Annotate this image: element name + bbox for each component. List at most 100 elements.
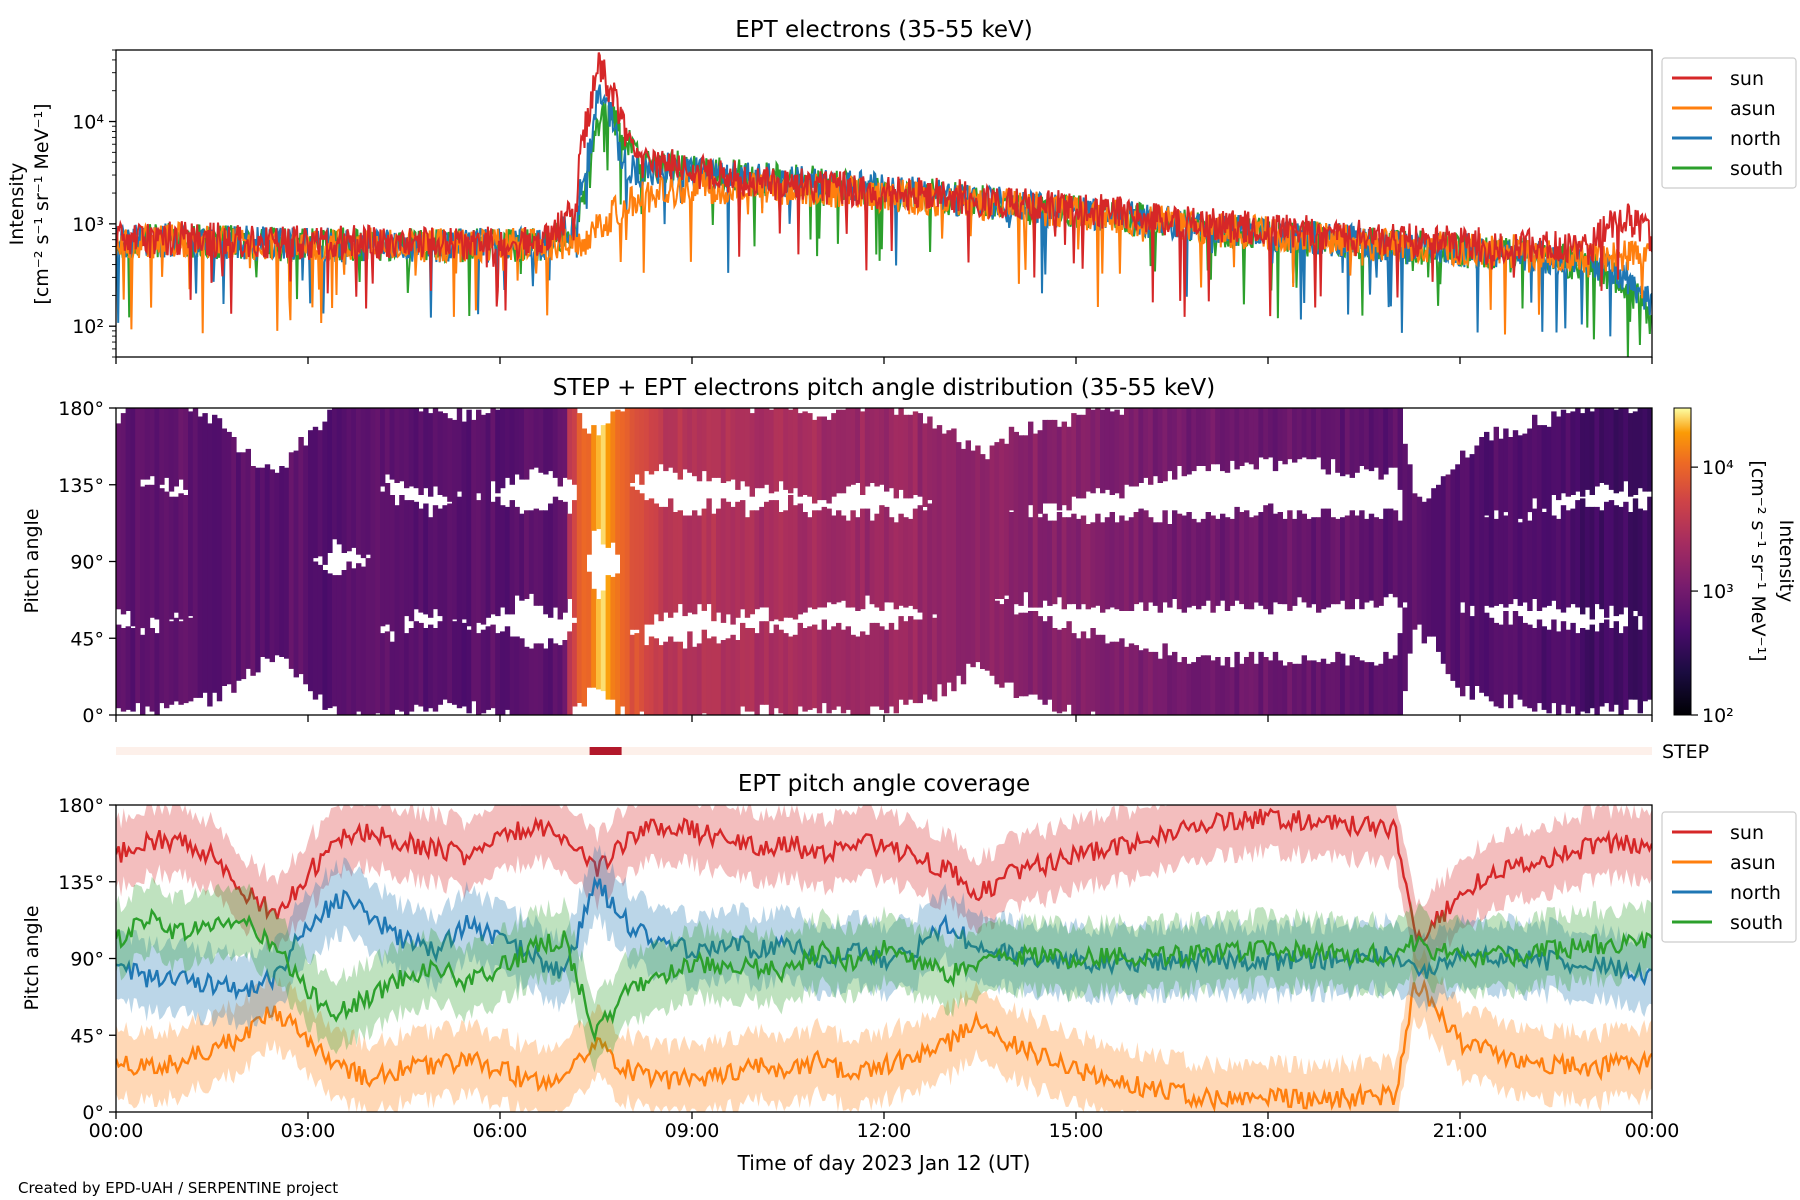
heatmap-cell bbox=[596, 599, 602, 690]
x-tick-label: 06:00 bbox=[473, 1120, 528, 1142]
heatmap-cell bbox=[509, 636, 515, 715]
heatmap-cell bbox=[922, 423, 928, 507]
heatmap-cell bbox=[1071, 633, 1077, 715]
heatmap-cell bbox=[1253, 408, 1259, 470]
heatmap-cell bbox=[768, 409, 775, 494]
heatmap-cell bbox=[1114, 522, 1120, 610]
heatmap-cell bbox=[1263, 657, 1269, 715]
heatmap-cell bbox=[730, 408, 736, 480]
heatmap-cell bbox=[1594, 506, 1600, 605]
heatmap-cell bbox=[927, 503, 933, 700]
heatmap-cell bbox=[1392, 408, 1399, 468]
heatmap-cell bbox=[1503, 611, 1509, 695]
heatmap-cell bbox=[1608, 628, 1615, 712]
heatmap-cell bbox=[932, 617, 938, 702]
heatmap-cell bbox=[749, 413, 755, 497]
intensity-line-sun bbox=[116, 52, 1652, 317]
heatmap-cell bbox=[720, 640, 727, 715]
heatmap-cell bbox=[1536, 425, 1543, 611]
heatmap-cell bbox=[754, 633, 760, 715]
heatmap-cell bbox=[1570, 622, 1576, 707]
heatmap-cell bbox=[1239, 512, 1245, 605]
heatmap-cell bbox=[888, 517, 895, 603]
heatmap-cell bbox=[653, 503, 659, 615]
heatmap-cell bbox=[264, 464, 271, 659]
heatmap-cell bbox=[1373, 408, 1379, 468]
heatmap-cell bbox=[519, 408, 525, 480]
heatmap-cell bbox=[1095, 634, 1101, 715]
heatmap-cell bbox=[519, 638, 525, 715]
heatmap-cell bbox=[682, 648, 688, 715]
heatmap-cell bbox=[1282, 665, 1288, 715]
heatmap-cell bbox=[1508, 624, 1514, 709]
panel1-yunit: [cm⁻² s⁻¹ sr⁻¹ MeV⁻¹] bbox=[31, 103, 53, 304]
heatmap-cell bbox=[500, 408, 506, 489]
x-tick-label: 12:00 bbox=[857, 1120, 912, 1142]
heatmap-cell bbox=[1383, 508, 1389, 598]
heatmap-cell bbox=[663, 408, 669, 472]
heatmap-cell bbox=[485, 626, 491, 710]
heatmap-cell bbox=[1349, 510, 1355, 610]
heatmap-cell bbox=[1133, 645, 1139, 715]
heatmap-cell bbox=[173, 617, 179, 702]
heatmap-cell bbox=[836, 622, 842, 707]
heatmap-cell bbox=[706, 638, 712, 715]
heatmap-cell bbox=[692, 646, 698, 715]
heatmap-cell bbox=[927, 416, 933, 501]
heatmap-cell bbox=[1311, 517, 1317, 605]
heatmap-cell bbox=[399, 408, 405, 482]
heatmap-cell bbox=[1316, 408, 1322, 458]
heatmap-cell bbox=[495, 409, 501, 494]
heatmap-cell bbox=[893, 629, 899, 714]
heatmap-cell bbox=[423, 503, 429, 615]
heatmap-cell bbox=[1464, 457, 1471, 686]
heatmap-cell bbox=[1512, 430, 1519, 600]
coverage-line-asun bbox=[116, 978, 1652, 1112]
heatmap-cell bbox=[1066, 426, 1072, 511]
heatmap-cell bbox=[399, 495, 405, 712]
heatmap-cell bbox=[1421, 501, 1427, 644]
heatmap-cell bbox=[1599, 622, 1605, 707]
heatmap-cell bbox=[1546, 426, 1552, 606]
heatmap-cell bbox=[1426, 498, 1432, 637]
coverage-band-north bbox=[116, 844, 1652, 1031]
heatmap-cell bbox=[668, 636, 674, 715]
heatmap-cell bbox=[394, 505, 400, 710]
heatmap-cell bbox=[917, 619, 923, 704]
heatmap-cell bbox=[1541, 512, 1547, 608]
panel1-legend-box bbox=[1661, 57, 1797, 189]
heatmap-cell bbox=[1095, 513, 1101, 606]
heatmap-cell bbox=[1584, 408, 1591, 490]
heatmap-cell bbox=[850, 510, 856, 608]
heatmap-cell bbox=[1484, 431, 1490, 516]
heatmap-cell bbox=[1176, 662, 1183, 715]
heatmap-cell bbox=[629, 486, 635, 630]
heatmap-cell bbox=[644, 645, 650, 715]
heatmap-cell bbox=[1392, 510, 1399, 598]
heatmap-cell bbox=[125, 626, 131, 710]
heatmap-cell bbox=[1056, 629, 1063, 714]
heatmap-cell bbox=[384, 483, 391, 625]
heatmap-cell bbox=[1032, 611, 1039, 695]
heatmap-cell bbox=[1330, 517, 1336, 605]
heatmap-cell bbox=[716, 643, 722, 715]
heatmap-cell bbox=[408, 408, 415, 487]
heatmap-cell bbox=[696, 408, 703, 482]
heatmap-cell bbox=[423, 628, 429, 712]
heatmap-cell bbox=[432, 505, 439, 610]
heatmap-cell bbox=[1061, 628, 1067, 712]
heatmap-cell bbox=[552, 408, 559, 478]
heatmap-cell bbox=[725, 638, 731, 715]
heatmap-cell bbox=[221, 428, 227, 686]
heatmap-cell bbox=[1109, 512, 1115, 608]
heatmap-cell bbox=[744, 517, 751, 618]
heatmap-cell bbox=[740, 622, 746, 707]
heatmap-cell bbox=[1512, 611, 1519, 695]
heatmap-cell bbox=[1584, 506, 1591, 608]
heatmap-cell bbox=[1301, 408, 1307, 458]
heatmap-cell bbox=[1248, 517, 1255, 610]
heatmap-cell bbox=[1450, 469, 1456, 681]
heatmap-cell bbox=[850, 634, 856, 715]
heatmap-cell bbox=[423, 408, 429, 489]
